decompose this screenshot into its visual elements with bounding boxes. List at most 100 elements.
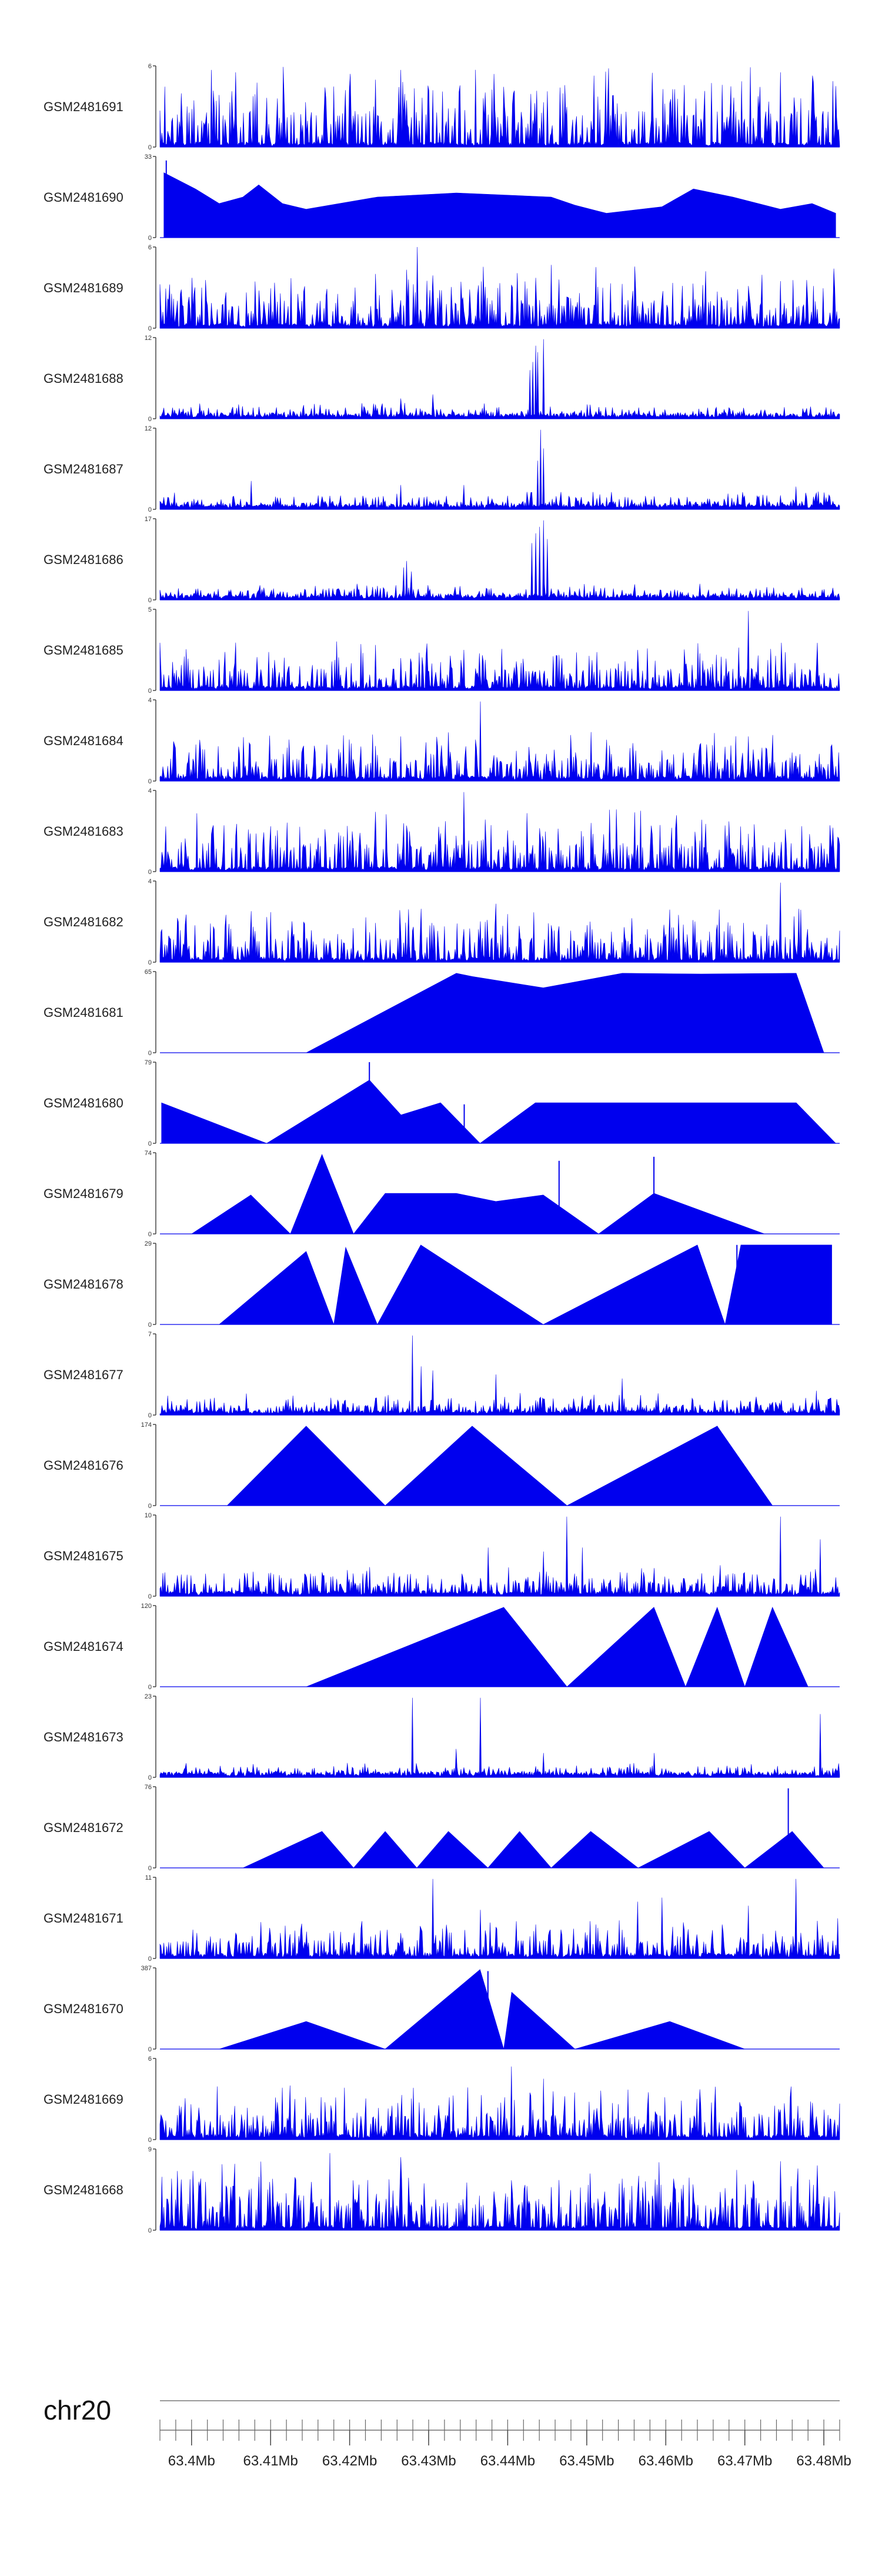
track-signal-area xyxy=(306,973,824,1053)
y-axis-zero-label: 0 xyxy=(148,1322,152,1329)
y-axis-zero-label: 0 xyxy=(148,1503,152,1510)
axis-tick-label: 63.41Mb xyxy=(243,2453,298,2469)
y-axis-zero-label: 0 xyxy=(148,959,152,966)
y-axis-max-label: 23 xyxy=(145,1693,152,1700)
y-axis-max-label: 74 xyxy=(145,1150,152,1157)
y-axis-max-label: 120 xyxy=(141,1603,152,1610)
axis-tick-label: 63.46Mb xyxy=(639,2453,693,2469)
track-GSM2481687: GSM2481687 12 0 xyxy=(44,425,840,513)
track-GSM2481681: GSM2481681 65 0 xyxy=(44,969,840,1057)
track-GSM2481679: GSM2481679 74 0 xyxy=(44,1150,840,1238)
y-axis-max-label: 4 xyxy=(148,788,152,795)
y-axis-zero-label: 0 xyxy=(148,2046,152,2053)
y-axis-max-label: 4 xyxy=(148,697,152,704)
track-label: GSM2481682 xyxy=(44,915,123,929)
track-GSM2481689: GSM2481689 6 0 xyxy=(44,244,840,332)
y-axis-zero-label: 0 xyxy=(148,235,152,242)
y-axis-max-label: 65 xyxy=(145,969,152,976)
track-signal-area xyxy=(159,2153,840,2231)
track-signal-area xyxy=(159,792,840,872)
track-signal-area xyxy=(163,172,836,238)
track-GSM2481683: GSM2481683 4 0 xyxy=(44,788,840,876)
track-GSM2481674: GSM2481674 120 0 xyxy=(44,1603,840,1691)
y-axis-max-label: 6 xyxy=(148,2056,152,2063)
track-label: GSM2481672 xyxy=(44,1820,123,1835)
track-GSM2481675: GSM2481675 10 0 xyxy=(44,1512,840,1600)
axis-tick-label: 63.4Mb xyxy=(168,2453,215,2469)
track-GSM2481669: GSM2481669 6 0 xyxy=(44,2056,840,2144)
track-label: GSM2481676 xyxy=(44,1458,123,1473)
track-signal-area xyxy=(219,1969,745,2050)
track-label: GSM2481678 xyxy=(44,1277,123,1292)
genome-axis: chr20 63.4Mb 63.41Mb 63.42Mb 63.43Mb 63.44Mb… xyxy=(44,2395,851,2469)
y-axis-max-label: 387 xyxy=(141,1965,152,1972)
axis-tick-label: 63.45Mb xyxy=(559,2453,614,2469)
track-GSM2481668: GSM2481668 9 0 xyxy=(44,2146,840,2234)
y-axis-zero-label: 0 xyxy=(148,1140,152,1147)
y-axis-zero-label: 0 xyxy=(148,597,152,604)
track-label: GSM2481668 xyxy=(44,2183,123,2197)
track-GSM2481671: GSM2481671 11 0 xyxy=(44,1874,840,1963)
y-axis-max-label: 79 xyxy=(145,1059,152,1066)
track-signal-area xyxy=(159,882,840,963)
y-axis-zero-label: 0 xyxy=(148,1684,152,1691)
track-signal-area xyxy=(191,1153,765,1234)
track-GSM2481680: GSM2481680 79 0 xyxy=(44,1059,840,1147)
track-signal-area xyxy=(159,610,840,691)
track-GSM2481673: GSM2481673 23 0 xyxy=(44,1693,840,1781)
y-axis-zero-label: 0 xyxy=(148,1593,152,1600)
y-axis-zero-label: 0 xyxy=(148,2227,152,2234)
y-axis-zero-label: 0 xyxy=(148,1956,152,1963)
track-label: GSM2481673 xyxy=(44,1730,123,1744)
track-signal-area xyxy=(306,1606,808,1687)
track-signal-area xyxy=(159,1697,840,1778)
track-label: GSM2481686 xyxy=(44,552,123,567)
y-axis-zero-label: 0 xyxy=(148,416,152,423)
y-axis-max-label: 174 xyxy=(141,1422,152,1429)
track-signal-area xyxy=(242,1831,824,1868)
track-label: GSM2481674 xyxy=(44,1639,123,1654)
track-label: GSM2481684 xyxy=(44,733,123,748)
track-label: GSM2481689 xyxy=(44,281,123,295)
axis-tick-label: 63.42Mb xyxy=(322,2453,377,2469)
y-axis-max-label: 12 xyxy=(145,335,152,342)
track-label: GSM2481670 xyxy=(44,2001,123,2016)
track-signal-area xyxy=(159,2066,840,2140)
chromosome-label: chr20 xyxy=(44,2395,111,2425)
track-label: GSM2481671 xyxy=(44,1911,123,1926)
y-axis-zero-label: 0 xyxy=(148,506,152,513)
axis-tick-label: 63.44Mb xyxy=(480,2453,535,2469)
track-label: GSM2481690 xyxy=(44,190,123,205)
axis-tick-label: 63.47Mb xyxy=(717,2453,772,2469)
track-GSM2481684: GSM2481684 4 0 xyxy=(44,697,840,785)
y-axis-zero-label: 0 xyxy=(148,1050,152,1057)
track-signal-area xyxy=(159,429,840,510)
track-signal-area xyxy=(159,520,840,600)
track-GSM2481690: GSM2481690 33 0 xyxy=(44,154,840,242)
track-signal-area xyxy=(159,1516,840,1597)
track-label: GSM2481691 xyxy=(44,99,123,114)
track-label: GSM2481680 xyxy=(44,1096,123,1110)
y-axis-zero-label: 0 xyxy=(148,144,152,151)
track-label: GSM2481687 xyxy=(44,462,123,476)
y-axis-zero-label: 0 xyxy=(148,688,152,695)
y-axis-max-label: 9 xyxy=(148,2146,152,2153)
y-axis-max-label: 33 xyxy=(145,154,152,161)
y-axis-max-label: 4 xyxy=(148,878,152,885)
track-signal-area xyxy=(218,1244,832,1326)
track-GSM2481672: GSM2481672 76 0 xyxy=(44,1784,840,1872)
y-axis-max-label: 76 xyxy=(145,1784,152,1791)
y-axis-max-label: 12 xyxy=(145,425,152,432)
track-signal-area xyxy=(159,1878,840,1959)
axis-ticks: 63.4Mb 63.41Mb 63.42Mb 63.43Mb 63.44Mb 63.45M… xyxy=(159,2420,851,2469)
track-signal-area xyxy=(159,1335,840,1416)
y-axis-max-label: 11 xyxy=(145,1874,152,1881)
y-axis-zero-label: 0 xyxy=(148,1865,152,1872)
y-axis-zero-label: 0 xyxy=(148,2137,152,2144)
axis-tick-label: 63.48Mb xyxy=(796,2453,851,2469)
track-signal-area xyxy=(161,1080,837,1144)
y-axis-max-label: 5 xyxy=(148,606,152,613)
track-GSM2481678: GSM2481678 29 0 xyxy=(44,1240,840,1329)
track-GSM2481677: GSM2481677 7 0 xyxy=(44,1331,840,1419)
